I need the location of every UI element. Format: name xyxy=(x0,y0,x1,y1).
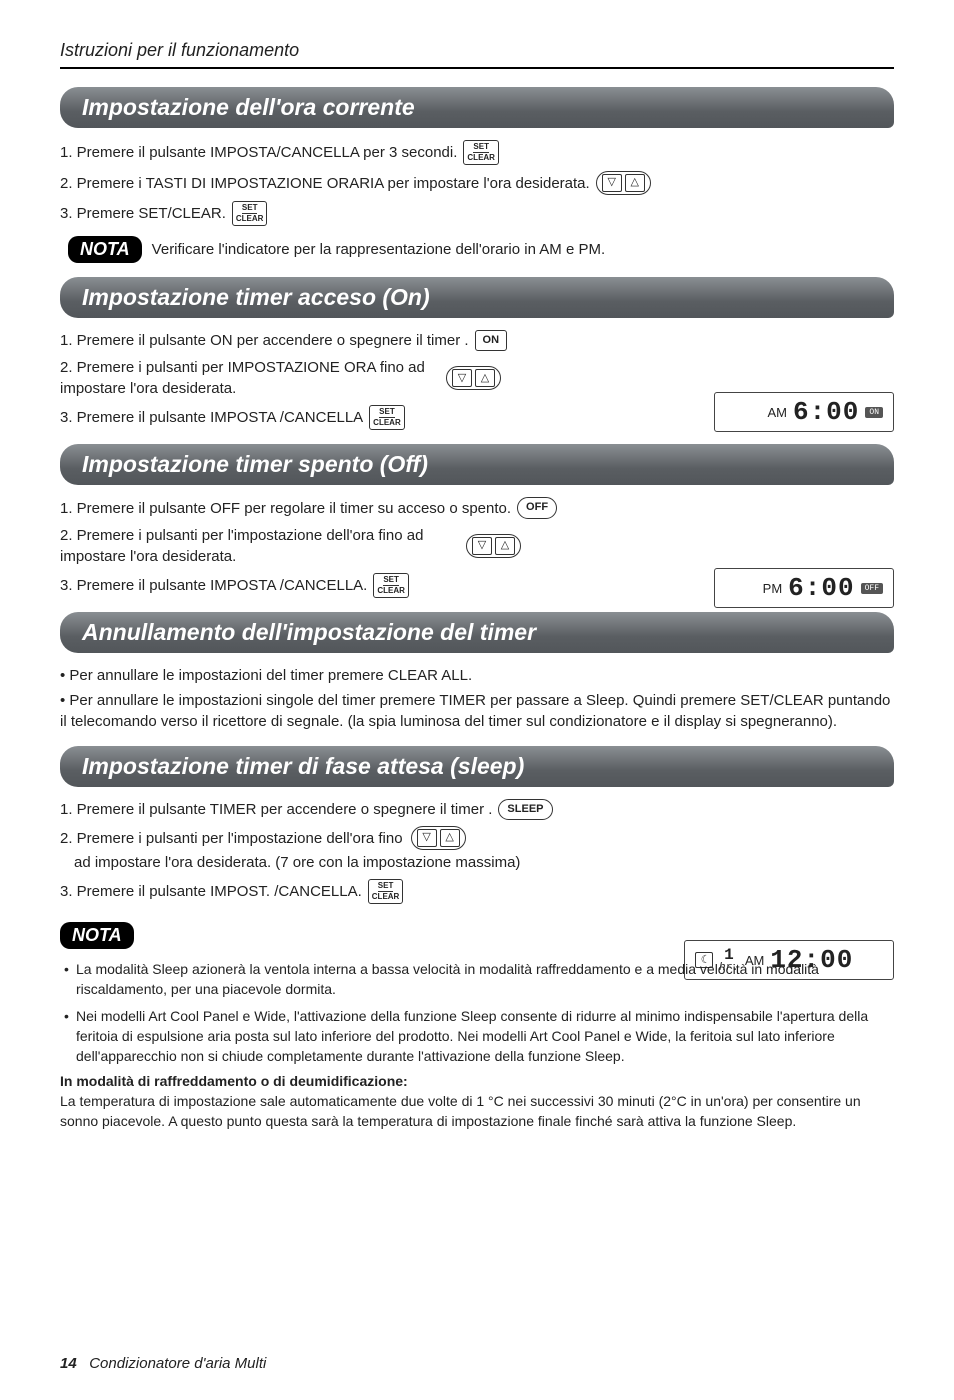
step-1: 1. Premere il pulsante OFF per regolare … xyxy=(60,497,894,518)
step-text: 1. Premere il pulsante ON per accendere … xyxy=(60,330,469,351)
section-title: Annullamento dell'impostazione del timer xyxy=(60,612,894,653)
lcd-display-on: AM 6:00 ON xyxy=(714,392,894,432)
section-sleep-timer: Impostazione timer di fase attesa (sleep… xyxy=(60,746,894,904)
step-3: 3. Premere SET/CLEAR. SET CLEAR xyxy=(60,201,894,226)
set-clear-icon: SET CLEAR xyxy=(373,573,409,598)
lcd-display-off: PM 6:00 OFF xyxy=(714,568,894,608)
page: Istruzioni per il funzionamento Impostaz… xyxy=(0,0,954,1400)
section-title: Impostazione dell'ora corrente xyxy=(60,87,894,128)
sleep-button-icon: SLEEP xyxy=(498,799,552,820)
paragraph: • Per annullare le impostazioni del time… xyxy=(60,665,894,686)
nota-list: La modalità Sleep azionerà la ventola in… xyxy=(64,959,894,1066)
step-3: 3. Premere il pulsante IMPOST. /CANCELLA… xyxy=(60,879,894,904)
step-text: 3. Premere il pulsante IMPOSTA /CANCELLA xyxy=(60,407,363,428)
step-text: 3. Premere il pulsante IMPOST. /CANCELLA… xyxy=(60,881,362,902)
step-2: 2. Premere i pulsanti per l'impostazione… xyxy=(60,525,620,567)
step-text: ad impostare l'ora desiderata. (7 ore co… xyxy=(60,852,520,873)
step-2: 2. Premere i TASTI DI IMPOSTAZIONE ORARI… xyxy=(60,171,894,195)
step-text: 1. Premere il pulsante TIMER per accende… xyxy=(60,799,492,820)
step-text: 2. Premere i pulsanti per l'impostazione… xyxy=(60,525,460,567)
page-header: Istruzioni per il funzionamento xyxy=(60,40,894,69)
step-2: 2. Premere i pulsanti per l'impostazione… xyxy=(60,826,894,873)
arrow-buttons-icon: ▽ △ xyxy=(411,826,466,850)
nota-badge: NOTA xyxy=(68,236,142,263)
page-footer: 14 Condizionatore d'aria Multi xyxy=(60,1355,266,1372)
section-current-time: Impostazione dell'ora corrente 1. Premer… xyxy=(60,87,894,263)
section-title: Impostazione timer spento (Off) xyxy=(60,444,894,485)
paragraph: La temperatura di impostazione sale auto… xyxy=(60,1091,894,1132)
step-text: 2. Premere i TASTI DI IMPOSTAZIONE ORARI… xyxy=(60,173,590,194)
step-text: 3. Premere il pulsante IMPOSTA /CANCELLA… xyxy=(60,575,367,596)
step-text: 3. Premere SET/CLEAR. xyxy=(60,203,226,224)
set-clear-icon: SET CLEAR xyxy=(369,405,405,430)
section-cancel-timer: Annullamento dell'impostazione del timer… xyxy=(60,612,894,732)
bold-heading: In modalità di raffreddamento o di deumi… xyxy=(60,1073,894,1089)
paragraph: • Per annullare le impostazioni singole … xyxy=(60,690,894,732)
page-number: 14 xyxy=(60,1355,77,1372)
arrow-buttons-icon: ▽ △ xyxy=(446,366,501,390)
set-clear-icon: SET CLEAR xyxy=(368,879,404,904)
step-text: 2. Premere i pulsanti per l'impostazione… xyxy=(60,828,403,849)
off-button-icon: OFF xyxy=(517,497,557,518)
step-1: 1. Premere il pulsante TIMER per accende… xyxy=(60,799,894,820)
arrow-buttons-icon: ▽ △ xyxy=(596,171,651,195)
list-item: La modalità Sleep azionerà la ventola in… xyxy=(64,959,894,1000)
step-1: 1. Premere il pulsante IMPOSTA/CANCELLA … xyxy=(60,140,894,165)
set-clear-icon: SET CLEAR xyxy=(463,140,499,165)
section-title: Impostazione timer di fase attesa (sleep… xyxy=(60,746,894,787)
step-text: 1. Premere il pulsante OFF per regolare … xyxy=(60,498,511,519)
on-button-icon: ON xyxy=(475,330,508,351)
section-title: Impostazione timer acceso (On) xyxy=(60,277,894,318)
list-item: Nei modelli Art Cool Panel e Wide, l'att… xyxy=(64,1006,894,1067)
step-text: 2. Premere i pulsanti per IMPOSTAZIONE O… xyxy=(60,357,440,399)
arrow-buttons-icon: ▽ △ xyxy=(466,534,521,558)
nota-row: NOTA Verificare l'indicatore per la rapp… xyxy=(68,236,894,263)
footer-title: Condizionatore d'aria Multi xyxy=(89,1355,266,1372)
step-1: 1. Premere il pulsante ON per accendere … xyxy=(60,330,894,351)
nota-text: Verificare l'indicatore per la rappresen… xyxy=(152,241,605,258)
nota-badge: NOTA xyxy=(60,922,134,949)
step-text: 1. Premere il pulsante IMPOSTA/CANCELLA … xyxy=(60,142,457,163)
set-clear-icon: SET CLEAR xyxy=(232,201,268,226)
step-2: 2. Premere i pulsanti per IMPOSTAZIONE O… xyxy=(60,357,620,399)
